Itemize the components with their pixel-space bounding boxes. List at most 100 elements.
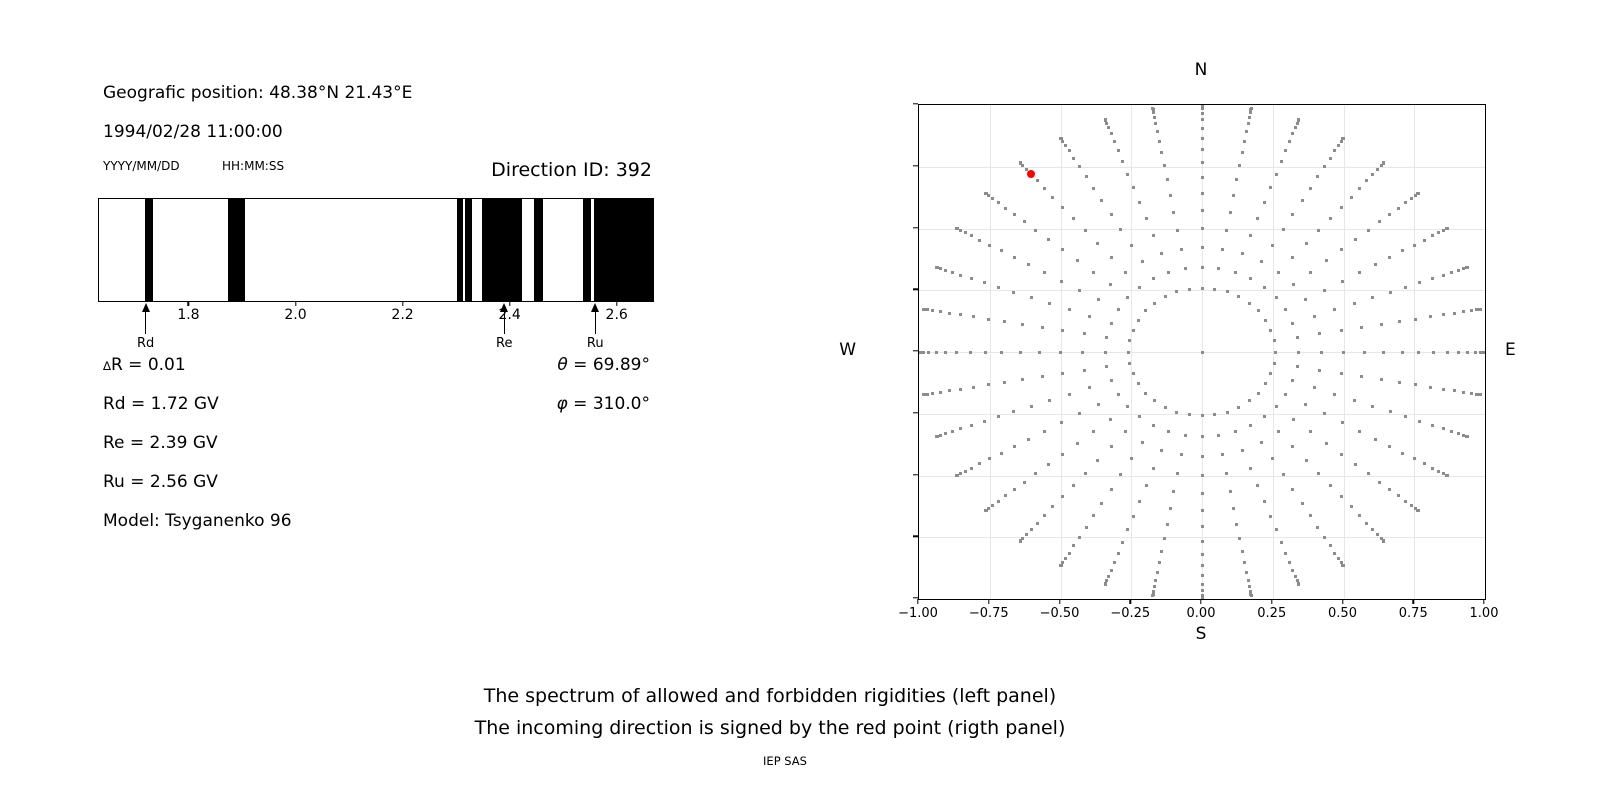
direction-grid-dot — [1240, 151, 1244, 155]
direction-grid-dot — [1300, 501, 1304, 505]
x-axis-tick-label: −0.25 — [1110, 606, 1151, 621]
direction-grid-dot — [1450, 271, 1454, 275]
direction-grid-dot — [1428, 385, 1432, 389]
direction-grid-dot — [1183, 433, 1187, 437]
direction-grid-dot — [1225, 410, 1229, 414]
direction-grid-dot — [1323, 165, 1327, 169]
direction-grid-dot — [1077, 288, 1081, 292]
direction-grid-dot — [1061, 329, 1065, 333]
direction-grid-dot — [1371, 404, 1375, 408]
direction-grid-dot — [1469, 309, 1473, 313]
direction-grid-dot — [1474, 308, 1478, 312]
direction-grid-dot — [1082, 368, 1086, 372]
direction-grid-dot — [1200, 454, 1204, 458]
direction-grid-dot — [1297, 118, 1301, 122]
direction-grid-dot — [1128, 361, 1132, 365]
model-text: Model: Tsyganenko 96 — [103, 511, 292, 531]
direction-grid-dot — [978, 462, 982, 466]
direction-grid-dot — [1047, 302, 1051, 306]
direction-grid-dot — [1200, 118, 1204, 122]
compass-south-label: S — [1195, 624, 1207, 644]
direction-grid-dot — [1462, 267, 1466, 271]
direction-grid-dot — [1437, 231, 1441, 235]
direction-grid-dot — [1042, 271, 1046, 275]
direction-grid-dot — [1462, 390, 1466, 394]
y-axis-tick — [913, 350, 918, 352]
direction-grid-dot — [1466, 350, 1470, 354]
direction-grid-dot — [1388, 255, 1392, 259]
direction-grid-dot — [1382, 539, 1386, 543]
direction-grid-dot — [1428, 315, 1432, 319]
direction-grid-dot — [1353, 462, 1357, 466]
direction-grid-dot — [1404, 285, 1408, 289]
direction-grid-dot — [1288, 140, 1292, 144]
direction-grid-dot — [1061, 139, 1065, 143]
direction-grid-dot — [1388, 445, 1392, 449]
delta-r-value: R = 0.01 — [110, 355, 186, 375]
direction-grid-dot — [1200, 593, 1204, 597]
direction-grid-dot — [1333, 392, 1337, 396]
direction-grid-dot — [1333, 551, 1337, 555]
direction-grid-dot — [931, 391, 935, 395]
direction-grid-dot — [1274, 528, 1278, 532]
x-axis-tick-label: 0.25 — [1257, 606, 1287, 621]
direction-grid-dot — [1088, 314, 1092, 318]
direction-grid-dot — [1103, 118, 1107, 122]
direction-grid-dot — [1269, 372, 1273, 376]
arrow-up-icon — [591, 303, 600, 312]
direction-grid-dot — [978, 238, 982, 242]
gridline-horizontal — [919, 537, 1485, 539]
direction-grid-dot — [1300, 199, 1304, 203]
cutoff-marker-label: Re — [496, 336, 513, 351]
direction-grid-dot — [950, 271, 954, 275]
direction-grid-dot — [1042, 186, 1046, 190]
direction-grid-dot — [999, 249, 1003, 253]
direction-grid-dot — [1138, 415, 1142, 419]
direction-grid-dot — [1247, 399, 1251, 403]
direction-grid-dot — [1200, 509, 1204, 513]
direction-grid-dot — [999, 451, 1003, 455]
direction-grid-dot — [1200, 175, 1204, 179]
direction-grid-dot — [1061, 561, 1065, 565]
direction-grid-dot — [1235, 522, 1239, 526]
direction-grid-dot — [1248, 234, 1252, 238]
direction-grid-dot — [1291, 487, 1295, 491]
direction-grid-dot — [1063, 143, 1067, 147]
x-axis-tick — [1483, 599, 1485, 604]
direction-grid-dot — [1132, 186, 1136, 190]
direction-grid-dot — [1466, 434, 1470, 438]
direction-grid-dot — [1112, 140, 1116, 144]
direction-grid-dot — [1246, 121, 1250, 125]
direction-grid-dot — [1034, 228, 1038, 232]
direction-grid-dot — [1256, 391, 1260, 395]
direction-grid-dot — [921, 350, 925, 354]
direction-grid-dot — [1126, 404, 1130, 408]
direction-grid-dot — [934, 434, 938, 438]
phi-symbol: φ — [556, 394, 568, 414]
direction-grid-dot — [1200, 474, 1204, 477]
direction-grid-dot — [987, 506, 990, 510]
direction-grid-dot — [1366, 228, 1370, 232]
direction-grid-dot — [1441, 427, 1445, 431]
direction-grid-dot — [1092, 514, 1096, 518]
direction-grid-dot — [1295, 121, 1299, 125]
direction-grid-dot — [1160, 549, 1164, 553]
direction-grid-dot — [1179, 247, 1183, 251]
direction-grid-dot — [1249, 593, 1253, 597]
direction-grid-dot — [1187, 287, 1191, 291]
direction-grid-dot — [1138, 499, 1142, 503]
direction-grid-dot — [1152, 234, 1156, 238]
direction-grid-dot — [1163, 405, 1167, 409]
direction-grid-dot — [1116, 308, 1120, 312]
direction-grid-dot — [1404, 415, 1408, 419]
direction-grid-dot — [991, 197, 995, 201]
direction-grid-dot — [1360, 375, 1364, 379]
direction-grid-dot — [963, 231, 967, 235]
direction-grid-dot — [988, 243, 992, 247]
direction-grid-dot — [1003, 380, 1007, 384]
direction-grid-dot — [1413, 317, 1417, 321]
direction-grid-dot — [1105, 365, 1109, 369]
direction-grid-dot — [1453, 389, 1457, 393]
direction-grid-dot — [1213, 287, 1217, 291]
